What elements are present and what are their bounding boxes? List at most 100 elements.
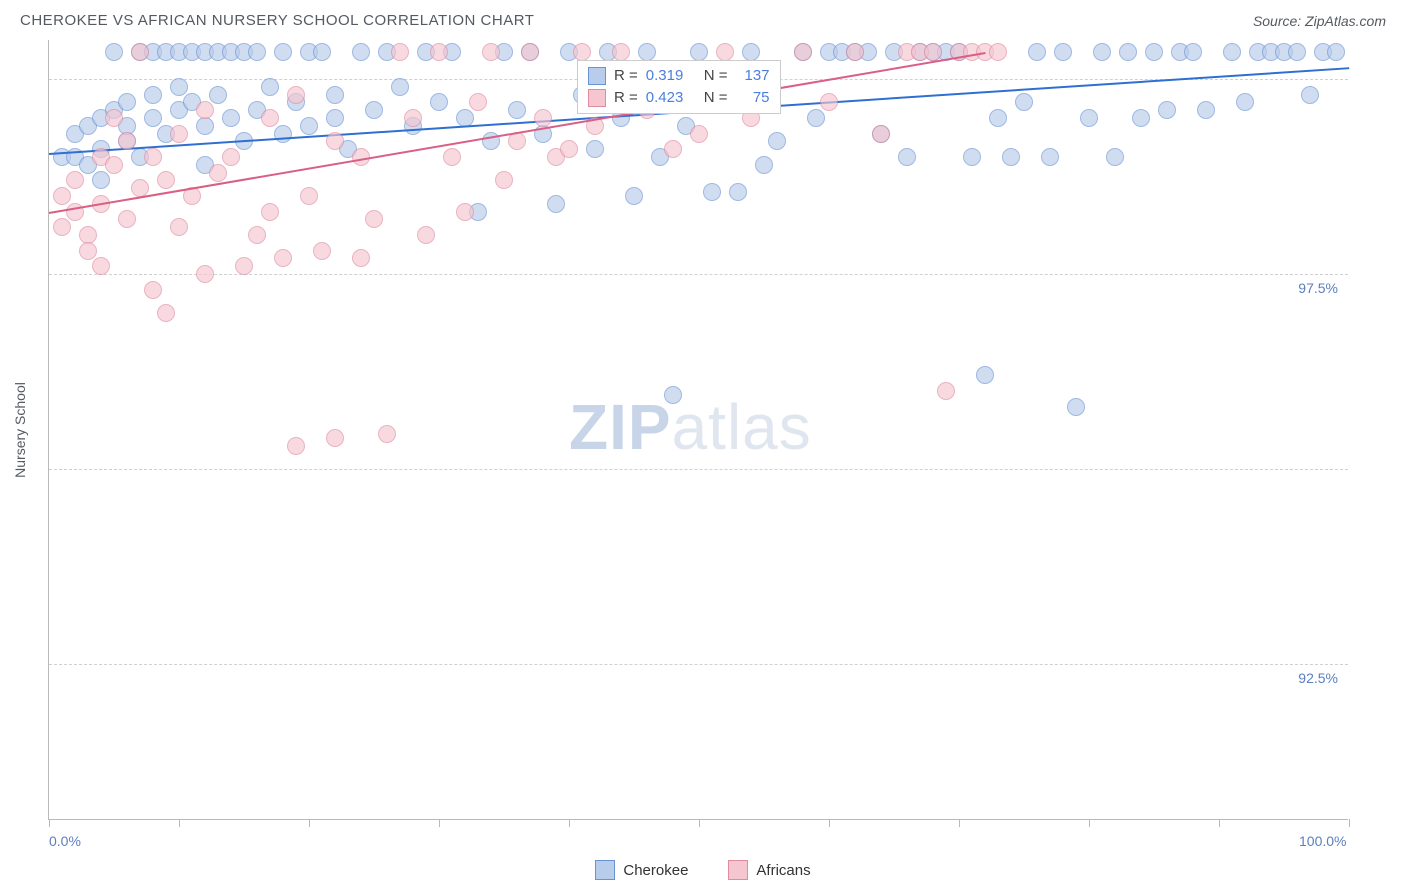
x-tick bbox=[309, 819, 310, 827]
data-point bbox=[1028, 43, 1046, 61]
data-point bbox=[1106, 148, 1124, 166]
y-tick-label: 97.5% bbox=[1298, 280, 1338, 296]
x-tick bbox=[179, 819, 180, 827]
data-point bbox=[716, 43, 734, 61]
data-point bbox=[430, 43, 448, 61]
data-point bbox=[1080, 109, 1098, 127]
data-point bbox=[1015, 93, 1033, 111]
data-point bbox=[1145, 43, 1163, 61]
data-point bbox=[846, 43, 864, 61]
x-tick bbox=[829, 819, 830, 827]
x-tick bbox=[439, 819, 440, 827]
data-point bbox=[105, 156, 123, 174]
data-point bbox=[1132, 109, 1150, 127]
data-point bbox=[248, 226, 266, 244]
x-tick bbox=[1349, 819, 1350, 827]
data-point bbox=[872, 125, 890, 143]
data-point bbox=[144, 86, 162, 104]
data-point bbox=[222, 109, 240, 127]
data-point bbox=[508, 101, 526, 119]
data-point bbox=[820, 93, 838, 111]
data-point bbox=[235, 257, 253, 275]
data-point bbox=[196, 117, 214, 135]
data-point bbox=[586, 140, 604, 158]
data-point bbox=[209, 86, 227, 104]
x-tick-label: 0.0% bbox=[49, 833, 81, 849]
x-tick bbox=[1089, 819, 1090, 827]
stats-r-value: 0.319 bbox=[646, 65, 696, 87]
x-tick bbox=[699, 819, 700, 827]
data-point bbox=[1119, 43, 1137, 61]
stats-swatch bbox=[588, 67, 606, 85]
data-point bbox=[144, 109, 162, 127]
data-point bbox=[989, 43, 1007, 61]
data-point bbox=[690, 43, 708, 61]
data-point bbox=[105, 43, 123, 61]
data-point bbox=[989, 109, 1007, 127]
data-point bbox=[1327, 43, 1345, 61]
stats-row: R =0.319N =137 bbox=[588, 65, 770, 87]
data-point bbox=[391, 43, 409, 61]
data-point bbox=[196, 265, 214, 283]
data-point bbox=[157, 171, 175, 189]
x-tick-label: 100.0% bbox=[1299, 833, 1346, 849]
legend-label: Cherokee bbox=[623, 862, 688, 879]
data-point bbox=[404, 109, 422, 127]
data-point bbox=[1184, 43, 1202, 61]
data-point bbox=[742, 43, 760, 61]
data-point bbox=[144, 281, 162, 299]
data-point bbox=[807, 109, 825, 127]
data-point bbox=[261, 109, 279, 127]
data-point bbox=[313, 242, 331, 260]
data-point bbox=[937, 382, 955, 400]
data-point bbox=[92, 257, 110, 275]
data-point bbox=[365, 210, 383, 228]
x-tick bbox=[569, 819, 570, 827]
data-point bbox=[222, 148, 240, 166]
legend-swatch bbox=[728, 860, 748, 880]
data-point bbox=[144, 148, 162, 166]
data-point bbox=[261, 78, 279, 96]
data-point bbox=[118, 132, 136, 150]
data-point bbox=[391, 78, 409, 96]
data-point bbox=[482, 43, 500, 61]
data-point bbox=[560, 140, 578, 158]
watermark: ZIPatlas bbox=[569, 390, 812, 464]
source-label: Source: ZipAtlas.com bbox=[1253, 13, 1386, 29]
watermark-light: atlas bbox=[672, 391, 812, 463]
data-point bbox=[274, 43, 292, 61]
plot-area: ZIPatlas 92.5%97.5%0.0%100.0%R =0.319N =… bbox=[48, 40, 1348, 820]
data-point bbox=[79, 242, 97, 260]
data-point bbox=[469, 93, 487, 111]
stats-n-label: N = bbox=[704, 65, 728, 87]
data-point bbox=[729, 183, 747, 201]
data-point bbox=[170, 125, 188, 143]
data-point bbox=[118, 93, 136, 111]
data-point bbox=[963, 148, 981, 166]
data-point bbox=[261, 203, 279, 221]
data-point bbox=[625, 187, 643, 205]
data-point bbox=[352, 43, 370, 61]
data-point bbox=[300, 187, 318, 205]
data-point bbox=[664, 140, 682, 158]
data-point bbox=[794, 43, 812, 61]
data-point bbox=[924, 43, 942, 61]
data-point bbox=[612, 43, 630, 61]
data-point bbox=[209, 164, 227, 182]
data-point bbox=[1236, 93, 1254, 111]
data-point bbox=[768, 132, 786, 150]
watermark-bold: ZIP bbox=[569, 391, 672, 463]
stats-row: R =0.423N =75 bbox=[588, 87, 770, 109]
data-point bbox=[1054, 43, 1072, 61]
data-point bbox=[274, 249, 292, 267]
data-point bbox=[703, 183, 721, 201]
legend-item: Africans bbox=[728, 860, 810, 880]
data-point bbox=[53, 218, 71, 236]
stats-swatch bbox=[588, 89, 606, 107]
data-point bbox=[690, 125, 708, 143]
data-point bbox=[573, 43, 591, 61]
data-point bbox=[170, 218, 188, 236]
data-point bbox=[534, 109, 552, 127]
gridline bbox=[49, 469, 1348, 470]
data-point bbox=[1301, 86, 1319, 104]
